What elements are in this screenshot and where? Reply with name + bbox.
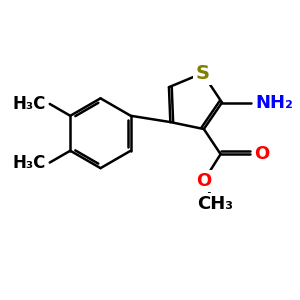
Text: CH₃: CH₃	[197, 196, 233, 214]
Text: O: O	[196, 172, 212, 190]
Text: H₃C: H₃C	[12, 154, 46, 172]
Text: S: S	[196, 64, 209, 83]
Text: H₃C: H₃C	[12, 95, 46, 113]
Text: O: O	[254, 145, 269, 163]
Text: NH₂: NH₂	[256, 94, 293, 112]
